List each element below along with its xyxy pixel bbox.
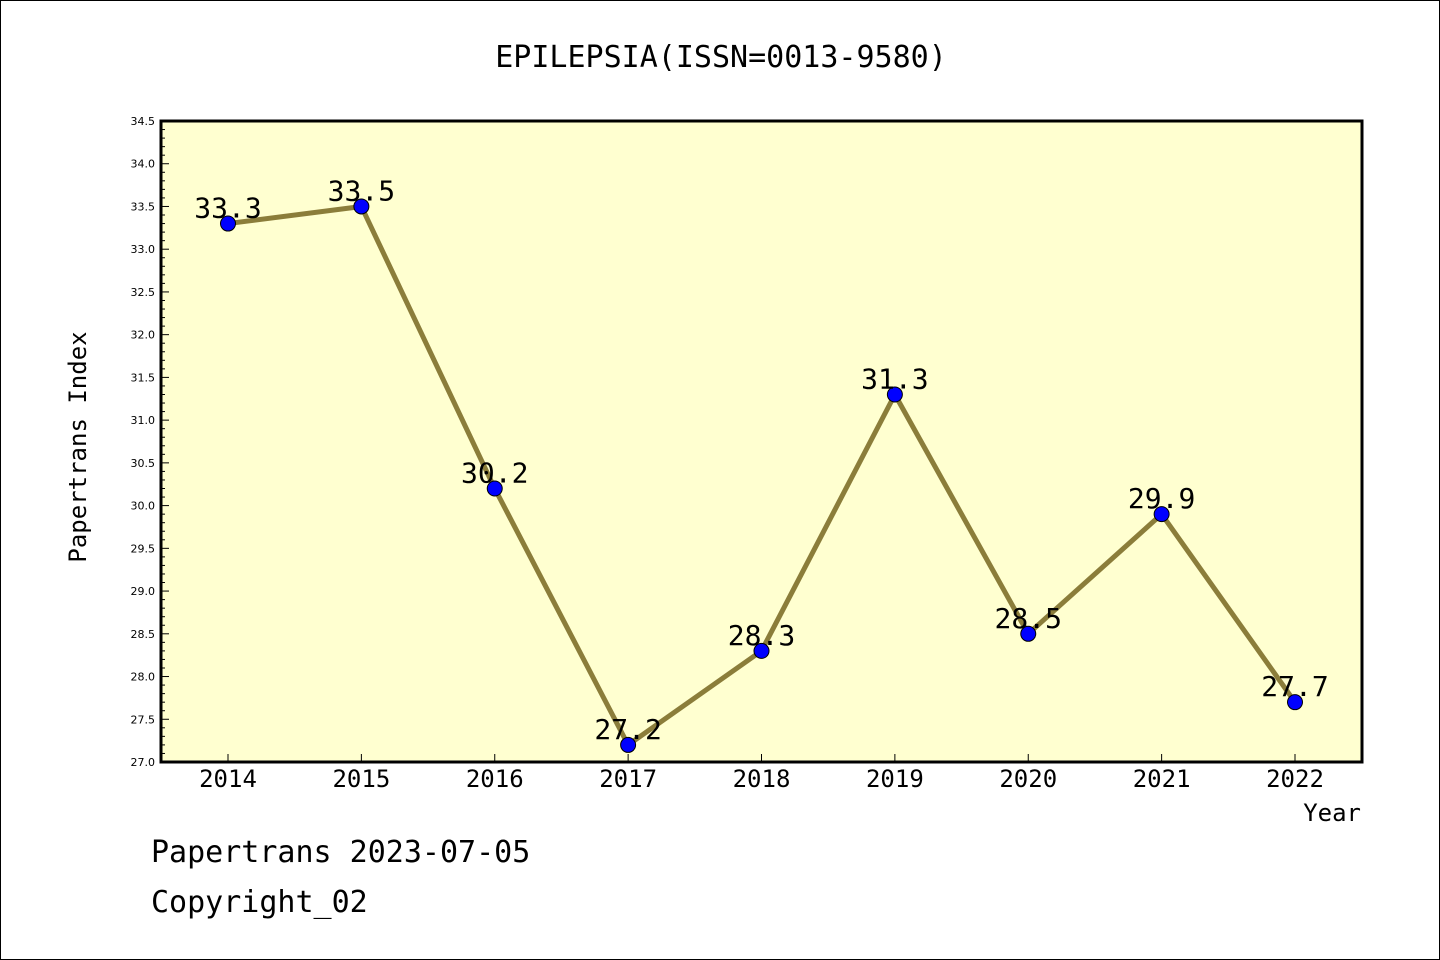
y-tick-label: 31.0 [131,414,156,427]
y-tick-label: 33.0 [131,243,156,256]
data-point [353,198,370,215]
data-label: 31.3 [861,362,928,395]
x-tick-label: 2021 [1133,765,1191,793]
y-axis: 27.0 27.5 28.0 28.5 29.0 29.5 30.0 30.5 31.0 31.5… [131,115,169,769]
data-point [486,480,503,497]
y-tick-label: 34.0 [131,158,156,171]
y-tick-label: 32.5 [131,286,156,299]
footer-date: Papertrans 2023-07-05 [151,835,531,870]
data-label: 27.2 [594,713,661,746]
x-tick-label: 2022 [1266,765,1324,793]
data-label: 33.5 [328,174,395,207]
chart-title: EPILEPSIA(ISSN=0013-9580) [495,40,947,75]
y-tick-label: 30.5 [131,457,156,470]
y-tick-label: 30.0 [131,500,156,513]
y-tick-label: 28.0 [131,671,156,684]
y-tick-label: 31.5 [131,371,156,384]
y-tick-label: 34.5 [131,115,156,128]
data-label: 27.7 [1261,670,1328,703]
y-tick-label: 29.5 [131,542,156,555]
y-tick-label: 32.0 [131,329,156,342]
x-axis-title: Year [1303,799,1361,827]
data-label: 28.3 [728,619,795,652]
x-axis: 2014 2015 2016 2017 2018 2019 2020 2021 2022 [199,754,1324,793]
data-point [753,642,770,659]
x-tick-label: 2017 [599,765,657,793]
data-label: 30.2 [461,457,528,490]
data-point [620,736,637,753]
data-label: 29.9 [1128,482,1195,515]
y-tick-label: 27.0 [131,756,156,769]
x-tick-label: 2014 [199,765,257,793]
y-tick-label: 27.5 [131,713,156,726]
y-tick-label: 28.5 [131,628,156,641]
x-tick-label: 2015 [332,765,390,793]
footer-copyright: Copyright_02 [151,885,368,920]
y-tick-label: 33.5 [131,200,156,213]
y-tick-label: 29.0 [131,585,156,598]
data-labels: 33.3 33.5 30.2 27.2 28.3 31.3 28.5 29.9 27.7 [194,174,1328,745]
x-tick-label: 2020 [999,765,1057,793]
y-axis-title: Papertrans Index [64,331,92,562]
data-point [1020,625,1037,642]
data-point [1153,506,1170,523]
data-label: 33.3 [194,192,261,225]
data-point [1287,694,1303,711]
data-point [220,215,236,232]
plot-area [159,119,1364,764]
series-group [220,198,1303,753]
x-tick-label: 2018 [733,765,791,793]
x-tick-label: 2019 [866,765,924,793]
data-label: 28.5 [995,602,1062,635]
data-point [886,386,903,403]
x-tick-label: 2016 [466,765,524,793]
